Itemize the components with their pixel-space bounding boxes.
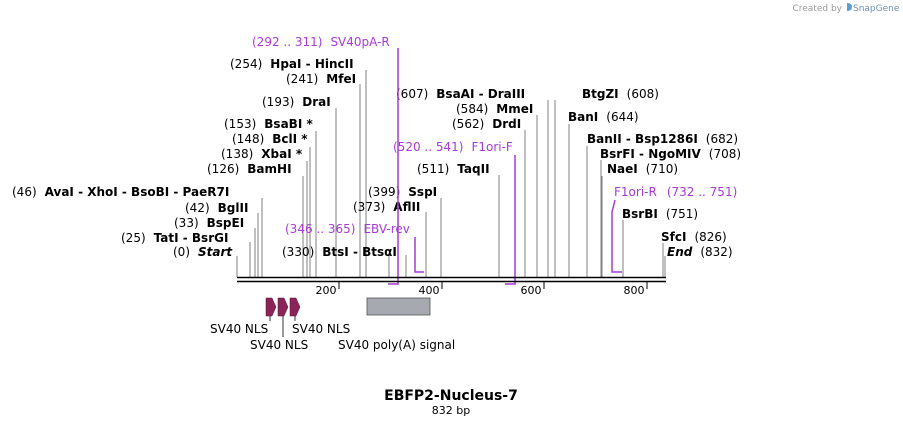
enzyme-label: (254) HpaI - HincII <box>230 57 354 71</box>
map-title: EBFP2-Nucleus-7 <box>384 388 518 404</box>
enzyme-label: BanI (644) <box>568 110 639 124</box>
credit-text: Created by <box>792 4 842 14</box>
feature-label: SV40 NLS <box>250 338 308 352</box>
feature-label: SV40 NLS <box>292 322 350 336</box>
snapgene-credit: Created by SnapGene <box>792 3 900 14</box>
primer-label: (346 .. 365) EBV-rev <box>285 222 410 236</box>
enzyme-label: (0) Start <box>173 245 233 259</box>
enzyme-label: BanII - Bsp1286I (682) <box>587 132 738 146</box>
primer-arrow <box>388 48 399 285</box>
enzyme-label: (153) BsaBI * <box>224 117 313 131</box>
enzyme-label: (607) BsaAI - DraIII <box>396 87 525 101</box>
enzyme-label: (25) TatI - BsrGI <box>121 231 228 245</box>
ruler: 200 400 600 800 <box>316 282 648 297</box>
feature-label: SV40 NLS <box>210 322 268 336</box>
features: SV40 NLS SV40 NLS SV40 NLS SV40 poly(A) … <box>210 297 455 352</box>
primer-label: (520 .. 541) F1ori-F <box>393 140 513 154</box>
enzyme-label: BsrFI - NgoMIV (708) <box>600 147 741 161</box>
enzyme-labels: (0) Start (25) TatI - BsrGI (33) BspEI (42)… <box>12 57 741 259</box>
enzyme-label: (46) AvaI - XhoI - BsoBI - PaeR7I <box>12 185 229 199</box>
primer-arrow <box>505 155 516 285</box>
tick-label: 600 <box>521 284 542 297</box>
enzyme-label: (399) SspI <box>368 185 437 199</box>
feature-label: SV40 poly(A) signal <box>338 338 455 352</box>
primer-label: (292 .. 311) SV40pA-R <box>252 35 390 49</box>
snapgene-logo-icon <box>847 3 852 11</box>
brand-text: SnapGene <box>853 4 900 14</box>
feature-polya-box <box>366 297 431 316</box>
feature-nls-arrow-3 <box>289 297 301 317</box>
enzyme-label: SfcI (826) <box>661 230 727 244</box>
enzyme-label: (138) XbaI * <box>221 147 303 161</box>
cut-lines <box>236 70 666 277</box>
tick-label: 200 <box>316 284 337 297</box>
enzyme-label: (511) TaqII <box>417 162 490 176</box>
enzyme-label: (126) BamHI <box>207 162 292 176</box>
enzyme-label: (562) DrdI <box>452 117 521 131</box>
primers: (292 .. 311) SV40pA-R (346 .. 365) EBV-rev… <box>252 35 737 285</box>
feature-nls-arrow-1 <box>265 297 277 317</box>
feature-nls-arrow-2 <box>277 297 289 317</box>
primer-arrow <box>414 237 424 273</box>
enzyme-label: NaeI (710) <box>607 162 678 176</box>
enzyme-label: (33) BspEI <box>174 216 244 230</box>
enzyme-label: (330) BtsI - BtsαI <box>282 245 397 259</box>
primer-label: F1ori-R (732 .. 751) <box>614 185 737 199</box>
tick-label: 800 <box>624 284 645 297</box>
enzyme-label: (373) AflII <box>353 200 420 214</box>
map-length: 832 bp <box>432 404 470 417</box>
primer-arrow <box>611 199 622 273</box>
sequence-backbone <box>237 276 666 283</box>
enzyme-label: (148) BclI * <box>232 132 308 146</box>
enzyme-label: BsrBI (751) <box>622 207 698 221</box>
enzyme-label: (42) BglII <box>185 201 248 215</box>
enzyme-label: End (832) <box>667 245 733 259</box>
enzyme-label: (241) MfeI <box>286 72 356 86</box>
enzyme-label: BtgZI (608) <box>582 87 659 101</box>
enzyme-label: (584) MmeI <box>456 102 533 116</box>
tick-label: 400 <box>419 284 440 297</box>
enzyme-label: (193) DraI <box>262 95 331 109</box>
